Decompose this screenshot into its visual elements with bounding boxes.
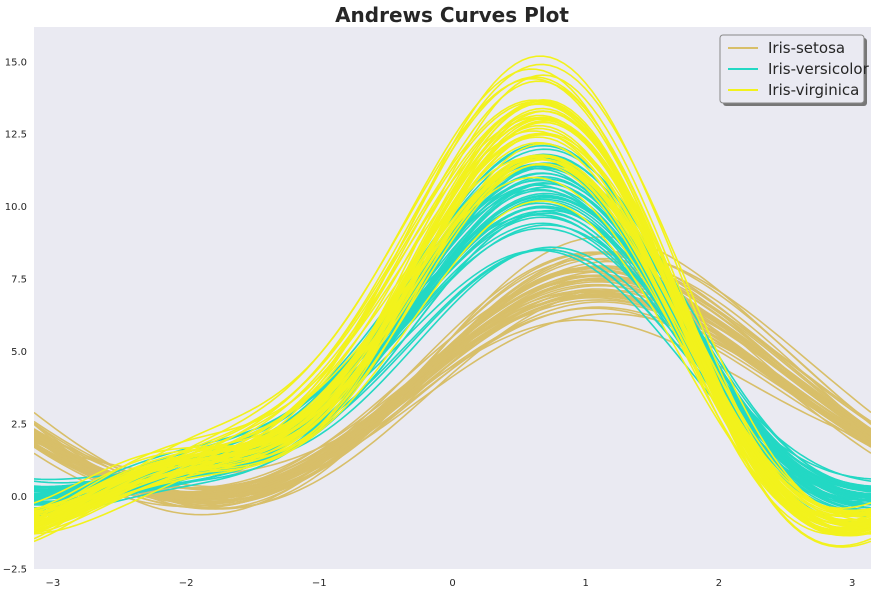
curve-iris-virginica-45 xyxy=(34,121,871,517)
curve-iris-setosa-48 xyxy=(34,267,871,501)
y-tick-label: 2.5 xyxy=(11,420,27,431)
legend-label: Iris-versicolor xyxy=(768,60,870,78)
x-tick-label: −1 xyxy=(312,578,327,589)
x-axis: −3 −2 −1 0 1 2 3 xyxy=(45,578,855,589)
y-tick-label: 12.5 xyxy=(5,130,27,141)
y-tick-label: 15.0 xyxy=(5,57,27,68)
curve-iris-setosa-43 xyxy=(34,267,871,497)
x-tick-label: −2 xyxy=(179,578,194,589)
x-tick-label: −3 xyxy=(45,578,60,589)
y-tick-label: −2.5 xyxy=(3,565,27,576)
curve-iris-virginica-29 xyxy=(34,116,871,518)
x-tick-label: 3 xyxy=(849,578,855,589)
x-tick-label: 2 xyxy=(716,578,722,589)
y-axis: −2.5 0.0 2.5 5.0 7.5 10.0 12.5 15.0 xyxy=(3,57,27,575)
x-tick-label: 1 xyxy=(583,578,589,589)
curve-iris-setosa-40 xyxy=(34,278,871,499)
y-tick-label: 10.0 xyxy=(5,202,27,213)
curve-iris-setosa-49 xyxy=(34,284,871,495)
curves-layer xyxy=(34,55,871,548)
y-tick-label: 5.0 xyxy=(11,347,27,358)
curve-iris-setosa-46 xyxy=(34,267,871,509)
legend-box xyxy=(719,34,865,104)
legend: Iris-setosa Iris-versicolor Iris-virginica xyxy=(719,34,870,106)
chart-title: Andrews Curves Plot xyxy=(335,3,569,27)
curve-iris-virginica-42 xyxy=(34,158,871,530)
legend-label: Iris-virginica xyxy=(768,81,859,99)
y-tick-label: 0.0 xyxy=(11,492,27,503)
x-tick-label: 0 xyxy=(449,578,455,589)
curve-iris-virginica-49 xyxy=(34,154,871,526)
y-tick-label: 7.5 xyxy=(11,275,27,286)
curve-iris-virginica-46 xyxy=(34,154,871,518)
legend-label: Iris-setosa xyxy=(768,39,845,57)
